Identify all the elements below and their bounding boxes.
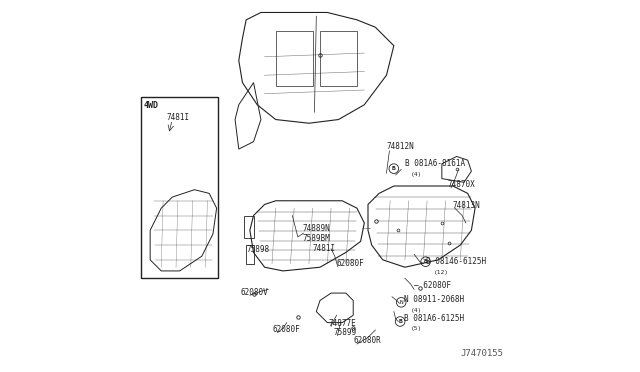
Text: (4): (4): [411, 172, 422, 177]
Text: N 08911-2068H: N 08911-2068H: [404, 295, 464, 304]
Text: — 62080F: — 62080F: [414, 280, 451, 289]
Text: (5): (5): [411, 326, 422, 331]
Text: B: B: [424, 259, 428, 264]
Text: (4): (4): [411, 308, 422, 312]
Text: 7589BM: 7589BM: [303, 234, 330, 243]
Text: 62080R: 62080R: [353, 336, 381, 345]
Text: B 08146-6125H: B 08146-6125H: [426, 257, 486, 266]
Text: 75899: 75899: [333, 328, 356, 337]
Text: 62080V: 62080V: [241, 288, 268, 297]
Text: 7481I: 7481I: [312, 244, 336, 253]
Text: N: N: [399, 300, 403, 305]
Bar: [246, 245, 254, 263]
Text: B: B: [398, 319, 402, 324]
Text: 4WD: 4WD: [143, 102, 159, 110]
Text: 62080F: 62080F: [337, 259, 364, 268]
Text: 74813N: 74813N: [452, 201, 480, 210]
Text: 62080F: 62080F: [272, 325, 300, 334]
Bar: [141, 97, 218, 278]
Text: 74812N: 74812N: [387, 142, 414, 151]
Text: 75898: 75898: [246, 246, 269, 254]
Text: 74877E: 74877E: [328, 318, 356, 328]
Text: 74889N: 74889N: [303, 224, 330, 233]
Text: B: B: [392, 166, 396, 171]
Text: B 081A6-6125H: B 081A6-6125H: [404, 314, 464, 323]
Bar: [244, 215, 253, 238]
Text: J7470155: J7470155: [460, 349, 503, 358]
Text: 74870X: 74870X: [447, 180, 475, 189]
Text: B 081A6-8161A: B 081A6-8161A: [405, 159, 465, 168]
Text: (12): (12): [434, 270, 449, 275]
Text: 7481I: 7481I: [167, 113, 190, 122]
